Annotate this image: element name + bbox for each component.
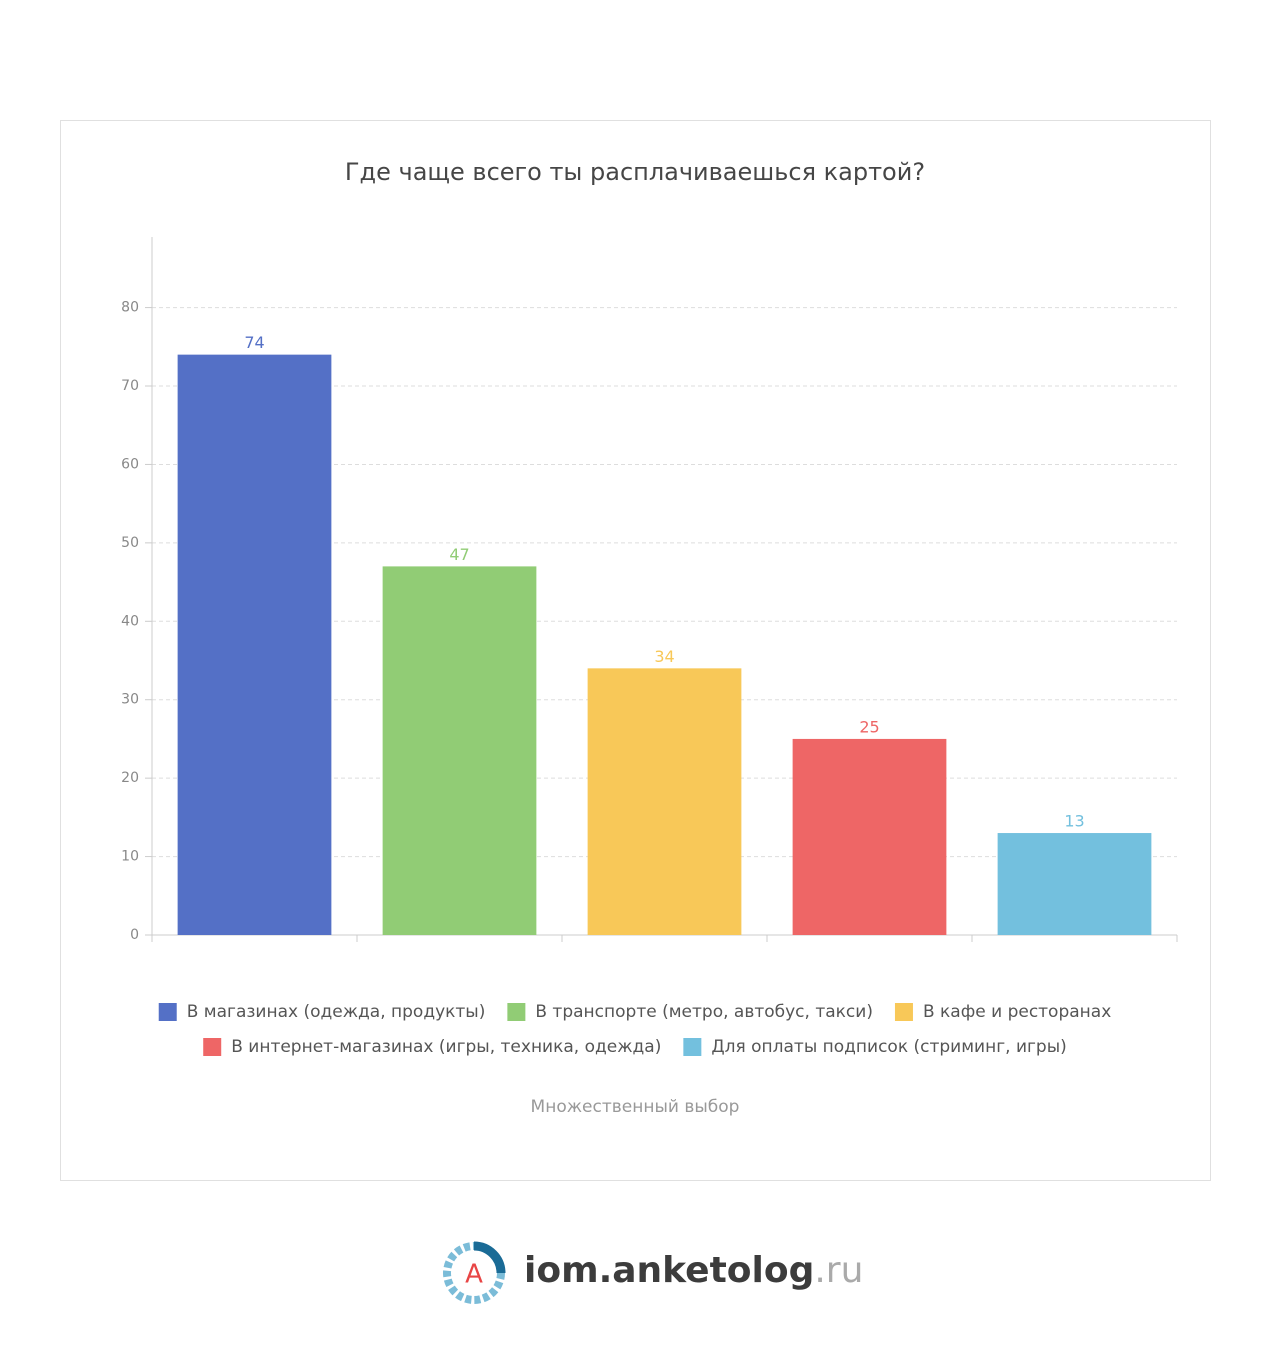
logo-letter: A bbox=[465, 1260, 483, 1290]
legend-swatch bbox=[894, 1003, 913, 1021]
legend-label: В интернет-магазинах (игры, техника, оде… bbox=[231, 1037, 661, 1057]
y-tick-label: 10 bbox=[121, 849, 139, 865]
chart-title: Где чаще всего ты расплачиваешься картой… bbox=[345, 158, 925, 186]
brand-name: iom.anketolog bbox=[524, 1250, 814, 1291]
legend-swatch bbox=[203, 1038, 222, 1056]
y-tick-label: 70 bbox=[121, 378, 139, 394]
legend-label: Для оплаты подписок (стриминг, игры) bbox=[711, 1037, 1066, 1057]
legend-label: В транспорте (метро, автобус, такси) bbox=[535, 1002, 873, 1022]
y-tick-label: 80 bbox=[121, 300, 139, 316]
legend-row: В интернет-магазинах (игры, техника, оде… bbox=[203, 1037, 1067, 1057]
brand-domain: .ru bbox=[814, 1250, 863, 1291]
bar bbox=[382, 566, 537, 935]
y-tick-label: 60 bbox=[121, 456, 139, 472]
legend-swatch bbox=[158, 1003, 177, 1021]
logo-core bbox=[454, 1253, 494, 1293]
legend-label: В кафе и ресторанах bbox=[923, 1002, 1111, 1022]
data-label: 74 bbox=[244, 333, 264, 352]
legend-swatch bbox=[507, 1003, 526, 1021]
logo-arc bbox=[473, 1241, 506, 1274]
y-tick-label: 50 bbox=[121, 535, 139, 551]
bar bbox=[177, 354, 332, 935]
legend-swatch bbox=[683, 1038, 702, 1056]
bar bbox=[792, 738, 947, 935]
data-label: 34 bbox=[654, 647, 674, 666]
data-label: 25 bbox=[859, 717, 879, 736]
bar bbox=[587, 668, 742, 935]
legend-row: В магазинах (одежда, продукты) В транспор… bbox=[158, 1002, 1111, 1022]
brand-name: iom.anketolog.ru bbox=[524, 1250, 863, 1291]
legend-label: В магазинах (одежда, продукты) bbox=[187, 1002, 486, 1022]
data-label: 13 bbox=[1064, 812, 1084, 831]
y-tick-label: 40 bbox=[121, 613, 139, 629]
note: Множественный выбор bbox=[531, 1097, 740, 1117]
logo: A iom.anketolog.ru bbox=[443, 1241, 863, 1304]
bar bbox=[997, 833, 1152, 935]
data-label: 47 bbox=[449, 545, 469, 564]
y-tick-label: 20 bbox=[121, 770, 139, 786]
y-tick-label: 0 bbox=[130, 927, 139, 943]
y-tick-label: 30 bbox=[121, 692, 139, 708]
